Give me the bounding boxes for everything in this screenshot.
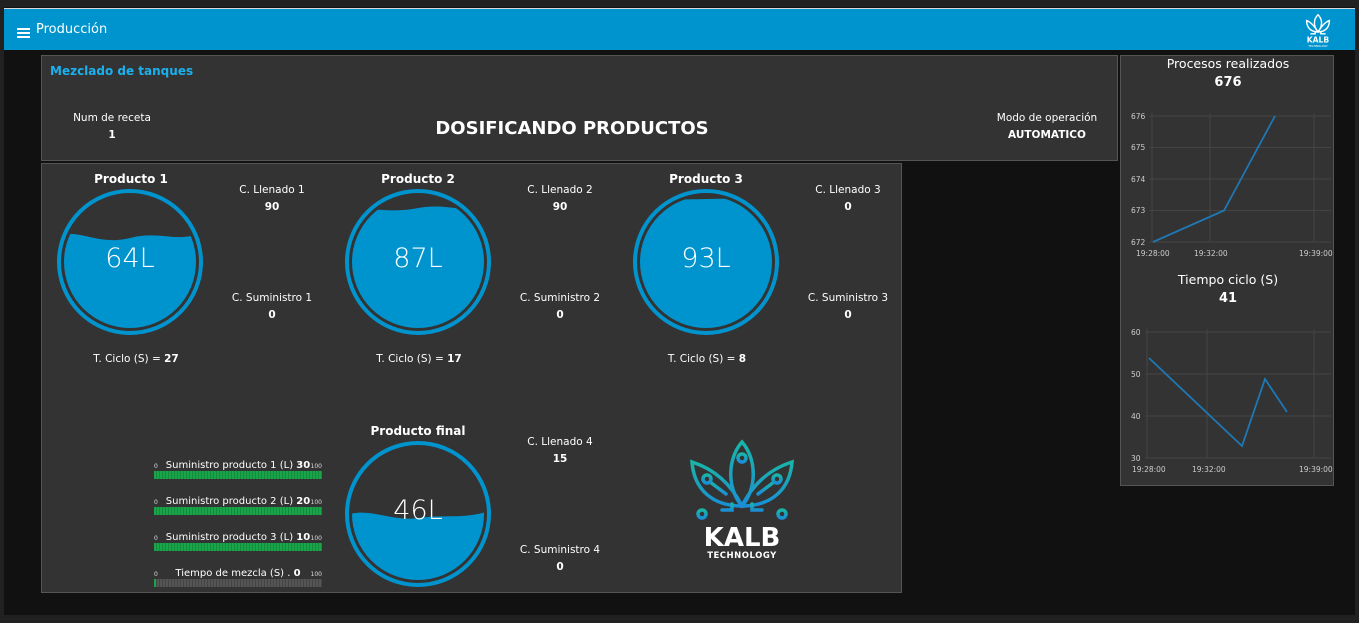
process-status: DOSIFICANDO PRODUCTOS — [435, 118, 709, 139]
bar-label: Suministro producto 2 (L) 20 — [165, 496, 311, 507]
supply-product-2-bar: 0 Suministro producto 2 (L) 20 100 — [154, 496, 324, 518]
tank-2-title: Producto 2 — [381, 172, 455, 186]
svg-text:TECHNOLOGY: TECHNOLOGY — [707, 551, 777, 561]
tank-final-title: Producto final — [370, 424, 466, 438]
tank-3-supply-value: 0 — [844, 309, 852, 321]
bar-max: 100 — [310, 499, 322, 506]
bar-min: 0 — [154, 571, 158, 578]
tank-final-supply-label: C. Suministro 4 — [519, 544, 601, 556]
tanks-panel: Producto 1 64L C. Llenado 1 90 C. Sumini… — [41, 163, 902, 593]
bar-max: 100 — [310, 463, 322, 470]
tank-3-fill-value: 0 — [844, 201, 852, 213]
recipe-value: 1 — [108, 129, 116, 141]
tank-3-fill-label: C. Llenado 3 — [815, 184, 881, 196]
bar-max: 100 — [310, 535, 322, 542]
bar-fill — [154, 579, 156, 587]
svg-text:60: 60 — [1131, 328, 1141, 337]
svg-text:675: 675 — [1131, 143, 1146, 152]
tank-2-level: 87L — [393, 243, 443, 274]
svg-text:TECHNOLOGY: TECHNOLOGY — [1307, 44, 1328, 48]
top-header-bar: Producción KALB TECHNOLOGY — [4, 8, 1355, 50]
bar-label: Suministro producto 1 (L) 30 — [165, 460, 311, 471]
tank-final-supply-value: 0 — [556, 561, 564, 573]
tank-2-supply-label: C. Suministro 2 — [519, 292, 601, 304]
svg-text:673: 673 — [1131, 206, 1146, 215]
tank-1-level: 64L — [105, 243, 155, 274]
tank-1-cycle: T. Ciclo (S) = 27 — [93, 353, 179, 365]
chart-processes-line[interactable]: 676 675 674 673 672 19:28:00 19:32:00 19:39:00 — [1121, 106, 1335, 266]
bar-track — [154, 579, 322, 587]
tank-3-title: Producto 3 — [669, 172, 743, 186]
bar-min: 0 — [154, 535, 158, 542]
tank-final-fill-label: C. Llenado 4 — [527, 436, 593, 448]
tank-2-supply-value: 0 — [556, 309, 564, 321]
mixing-header-panel: Mezclado de tanques Num de receta 1 DOSI… — [41, 55, 1118, 161]
svg-text:19:28:00: 19:28:00 — [1132, 465, 1166, 474]
tank-final-level: 46L — [393, 495, 443, 526]
svg-text:19:39:00: 19:39:00 — [1299, 465, 1333, 474]
tank-2-gauge: 87L — [344, 188, 492, 336]
tank-1-fill-value: 90 — [264, 201, 280, 213]
tank-1-gauge: 64L — [56, 188, 204, 336]
svg-text:KALB: KALB — [1307, 35, 1330, 44]
chart-cycle-title: Tiempo ciclo (S) — [1177, 272, 1279, 287]
svg-text:19:32:00: 19:32:00 — [1192, 465, 1226, 474]
svg-text:40: 40 — [1131, 412, 1141, 421]
tank-1-title: Producto 1 — [94, 172, 168, 186]
bar-fill — [154, 507, 322, 515]
tank-3-supply-label: C. Suministro 3 — [807, 292, 889, 304]
page-title: Producción — [36, 22, 108, 37]
tank-final-fill-value: 15 — [552, 453, 568, 465]
svg-text:30: 30 — [1131, 454, 1141, 463]
chart-cycle-value: 41 — [1218, 291, 1238, 306]
chart-processes-value: 676 — [1214, 75, 1242, 90]
supply-product-1-bar: 0 Suministro producto 1 (L) 30 100 — [154, 460, 324, 482]
bar-track — [154, 543, 322, 551]
group-title: Mezclado de tanques — [50, 64, 194, 78]
svg-text:KALB: KALB — [704, 523, 781, 553]
svg-text:676: 676 — [1131, 112, 1146, 121]
kalb-technology-logo-icon: KALB TECHNOLOGY — [690, 439, 794, 561]
chart-processes-title: Procesos realizados — [1166, 56, 1290, 71]
supply-product-3-bar: 0 Suministro producto 3 (L) 10 100 — [154, 532, 324, 554]
tank-1-supply-label: C. Suministro 1 — [231, 292, 313, 304]
tank-2-fill-label: C. Llenado 2 — [527, 184, 593, 196]
tank-2-cycle: T. Ciclo (S) = 17 — [376, 353, 462, 365]
tank-3-level: 93L — [681, 243, 731, 274]
svg-text:672: 672 — [1131, 238, 1146, 247]
svg-text:19:28:00: 19:28:00 — [1136, 249, 1170, 258]
hamburger-menu-icon[interactable] — [17, 28, 30, 38]
bar-min: 0 — [154, 463, 158, 470]
svg-text:50: 50 — [1131, 370, 1141, 379]
charts-panel: Procesos realizados 676 676 675 674 673 672 … — [1120, 55, 1334, 486]
operation-mode-value: AUTOMATICO — [1008, 129, 1086, 141]
bar-track — [154, 471, 322, 479]
bar-label: Suministro producto 3 (L) 10 — [165, 532, 311, 543]
recipe-label: Num de receta — [73, 112, 151, 124]
tank-1-supply-value: 0 — [268, 309, 276, 321]
tank-1-fill-label: C. Llenado 1 — [239, 184, 305, 196]
tank-final-gauge: 46L — [344, 440, 492, 588]
svg-text:674: 674 — [1131, 175, 1146, 184]
tank-3-cycle: T. Ciclo (S) = 8 — [667, 353, 747, 365]
bar-fill — [154, 471, 322, 479]
svg-text:19:39:00: 19:39:00 — [1299, 249, 1333, 258]
bar-label: Tiempo de mezcla (S) . 0 — [175, 568, 301, 579]
tank-3-gauge: 93L — [632, 188, 780, 336]
tank-2-fill-value: 90 — [552, 201, 568, 213]
operation-mode-label: Modo de operación — [996, 112, 1098, 124]
svg-text:19:32:00: 19:32:00 — [1194, 249, 1228, 258]
kalb-logo-icon: KALB TECHNOLOGY — [1305, 13, 1331, 48]
chart-cycle-line[interactable]: 60 50 40 30 19:28:00 19:32:00 19:39:00 — [1121, 322, 1335, 482]
bar-min: 0 — [154, 499, 158, 506]
bar-max: 100 — [310, 571, 322, 578]
bar-fill — [154, 543, 322, 551]
mixing-time-bar: 0 Tiempo de mezcla (S) . 0 100 — [154, 568, 324, 590]
bar-track — [154, 507, 322, 515]
